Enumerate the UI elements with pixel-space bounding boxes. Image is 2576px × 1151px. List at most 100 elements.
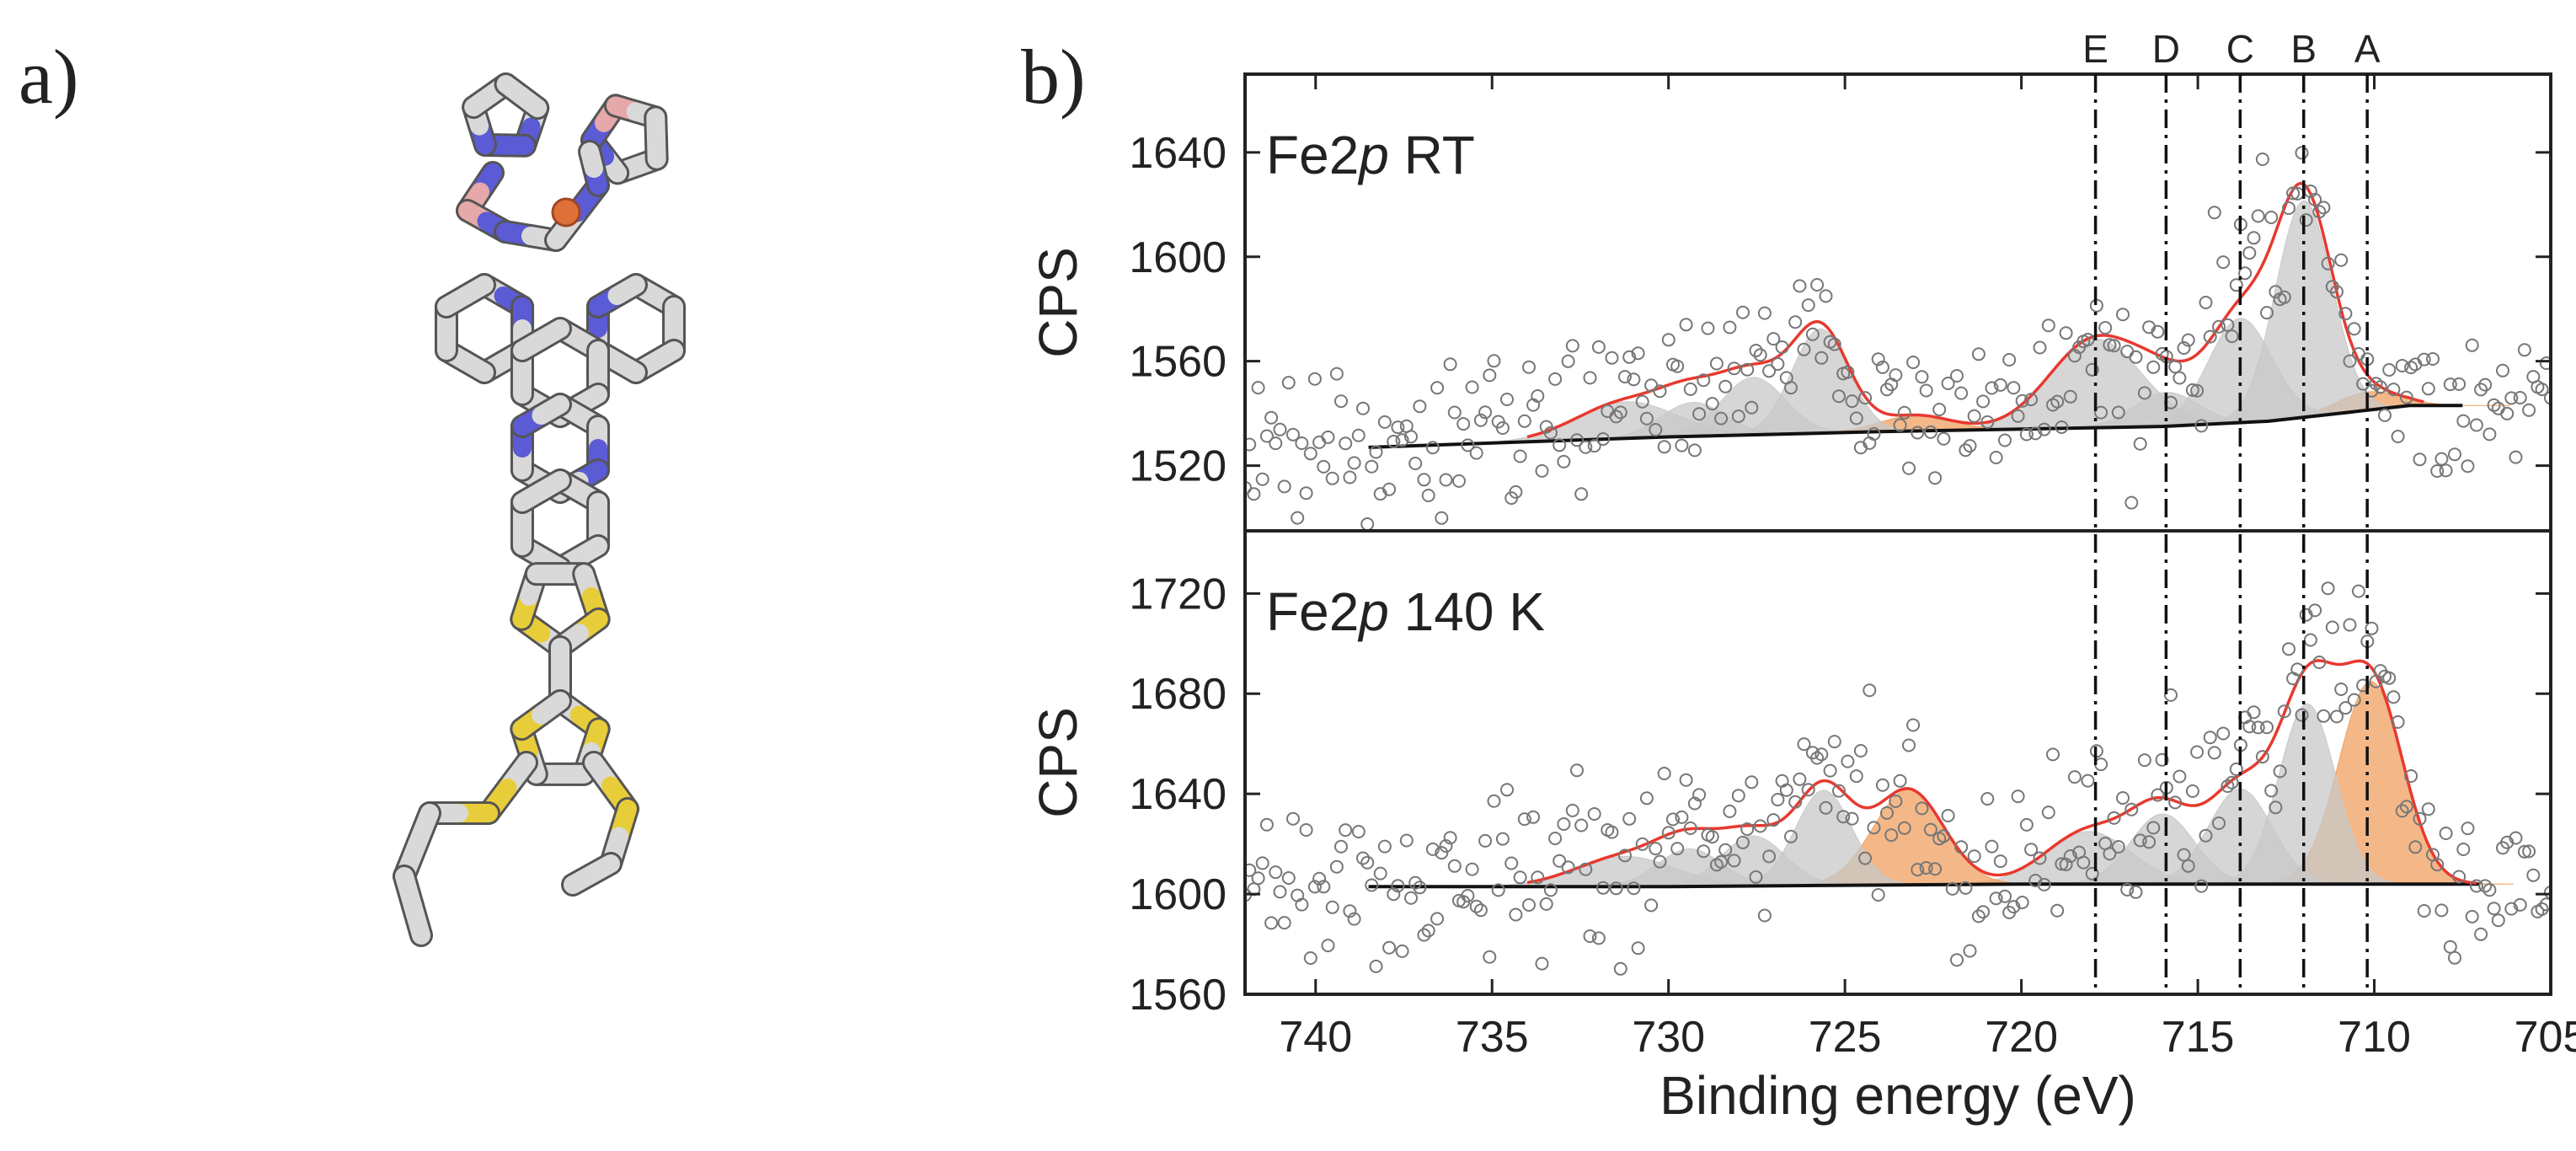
- data-point: [1247, 487, 1261, 501]
- data-point: [2172, 371, 2187, 385]
- data-point: [1439, 839, 1453, 853]
- data-point: [2019, 427, 2034, 442]
- data-point: [1343, 470, 1357, 484]
- data-point: [1902, 461, 1916, 475]
- data-point: [1971, 347, 1985, 361]
- data-point: [1565, 339, 1579, 353]
- data-point: [2399, 390, 2413, 404]
- data-point: [1473, 903, 1488, 918]
- data-point: [1679, 318, 1693, 332]
- data-point: [2151, 788, 2165, 802]
- data-point: [2487, 902, 2501, 916]
- data-point: [2129, 885, 2143, 899]
- data-point: [1522, 898, 1536, 912]
- data-point: [2544, 391, 2551, 405]
- data-point: [1976, 905, 1991, 919]
- data-point: [1897, 405, 1911, 420]
- data-point: [1635, 837, 1649, 851]
- data-point: [2212, 319, 2226, 334]
- data-point: [2203, 731, 2217, 745]
- data-point: [2469, 879, 2483, 893]
- data-point: [1421, 923, 1435, 938]
- data-point: [1329, 859, 1344, 874]
- data-point: [1832, 784, 1846, 798]
- data-point: [1522, 360, 1536, 374]
- dithiole-2-bond4-b: [532, 692, 569, 725]
- data-point: [1793, 279, 1807, 293]
- data-point: [1583, 929, 1597, 943]
- data-point: [2513, 897, 2527, 912]
- data-point: [1587, 807, 1601, 821]
- data-point: [2212, 816, 2226, 830]
- data-point: [2028, 426, 2043, 441]
- data-point: [2168, 360, 2183, 374]
- central-ring-bond5-b: [532, 319, 569, 349]
- data-point: [1941, 809, 1955, 822]
- data-point: [1657, 767, 1671, 780]
- data-point: [1325, 900, 1339, 914]
- data-point: [1565, 803, 1579, 817]
- data-point: [2133, 436, 2147, 451]
- data-point: [2277, 290, 2291, 304]
- data-point: [2395, 359, 2409, 372]
- data-point: [1635, 394, 1649, 409]
- data-point: [2452, 377, 2466, 391]
- data-point: [1915, 801, 1929, 816]
- data-point: [2015, 896, 2029, 909]
- data-point: [1959, 881, 1973, 895]
- data-point: [1395, 944, 1409, 958]
- data-point: [2229, 762, 2243, 776]
- data-point: [1993, 854, 2007, 869]
- data-point: [1435, 511, 1449, 525]
- data-point: [1858, 391, 1873, 405]
- data-point: [1675, 438, 1689, 452]
- data-point: [2461, 459, 2475, 474]
- data-point: [1902, 738, 1916, 752]
- data-point: [2107, 339, 2121, 353]
- data-point: [2194, 419, 2209, 433]
- data-point: [2482, 883, 2497, 897]
- x-tick-label: 730: [1632, 1013, 1705, 1062]
- data-point: [1880, 806, 1894, 820]
- data-point: [2535, 902, 2549, 916]
- data-point: [1875, 778, 1889, 792]
- data-point: [1814, 351, 1829, 365]
- data-point: [2037, 877, 2051, 891]
- data-point: [2338, 307, 2353, 321]
- data-point: [2247, 705, 2261, 720]
- data-point: [1954, 386, 1969, 400]
- data-point: [1627, 372, 1641, 387]
- data-point: [1579, 440, 1593, 454]
- data-point: [2509, 450, 2523, 464]
- data-point: [2487, 398, 2501, 412]
- data-point: [1273, 885, 1287, 899]
- series-title: Fe2p RT: [1266, 125, 1475, 185]
- x-tick-label: 710: [2338, 1013, 2411, 1062]
- data-point: [2421, 382, 2435, 396]
- data-point: [1487, 794, 1501, 808]
- data-point: [1867, 427, 1881, 441]
- data-point: [1251, 871, 1265, 886]
- data-point: [1391, 420, 1405, 435]
- chain-left-4-b: [404, 897, 430, 945]
- data-point: [1553, 438, 1567, 452]
- data-point: [1495, 421, 1510, 435]
- data-point: [1670, 842, 1685, 856]
- data-point: [2172, 769, 2187, 784]
- data-point: [1613, 405, 1627, 420]
- data-point: [2539, 897, 2551, 912]
- data-point: [1591, 340, 1606, 354]
- y-tick-label: 1560: [1129, 338, 1227, 387]
- data-point: [1264, 410, 1279, 425]
- data-point: [2391, 430, 2405, 443]
- data-point: [1836, 810, 1851, 824]
- data-point: [1535, 463, 1549, 478]
- data-point: [1954, 840, 1969, 854]
- data-point: [2273, 764, 2287, 779]
- data-point: [2181, 859, 2195, 873]
- data-point: [1653, 384, 1667, 399]
- x-tick-label: 725: [1809, 1013, 1882, 1062]
- data-point: [1618, 849, 1632, 863]
- data-point: [2391, 715, 2405, 729]
